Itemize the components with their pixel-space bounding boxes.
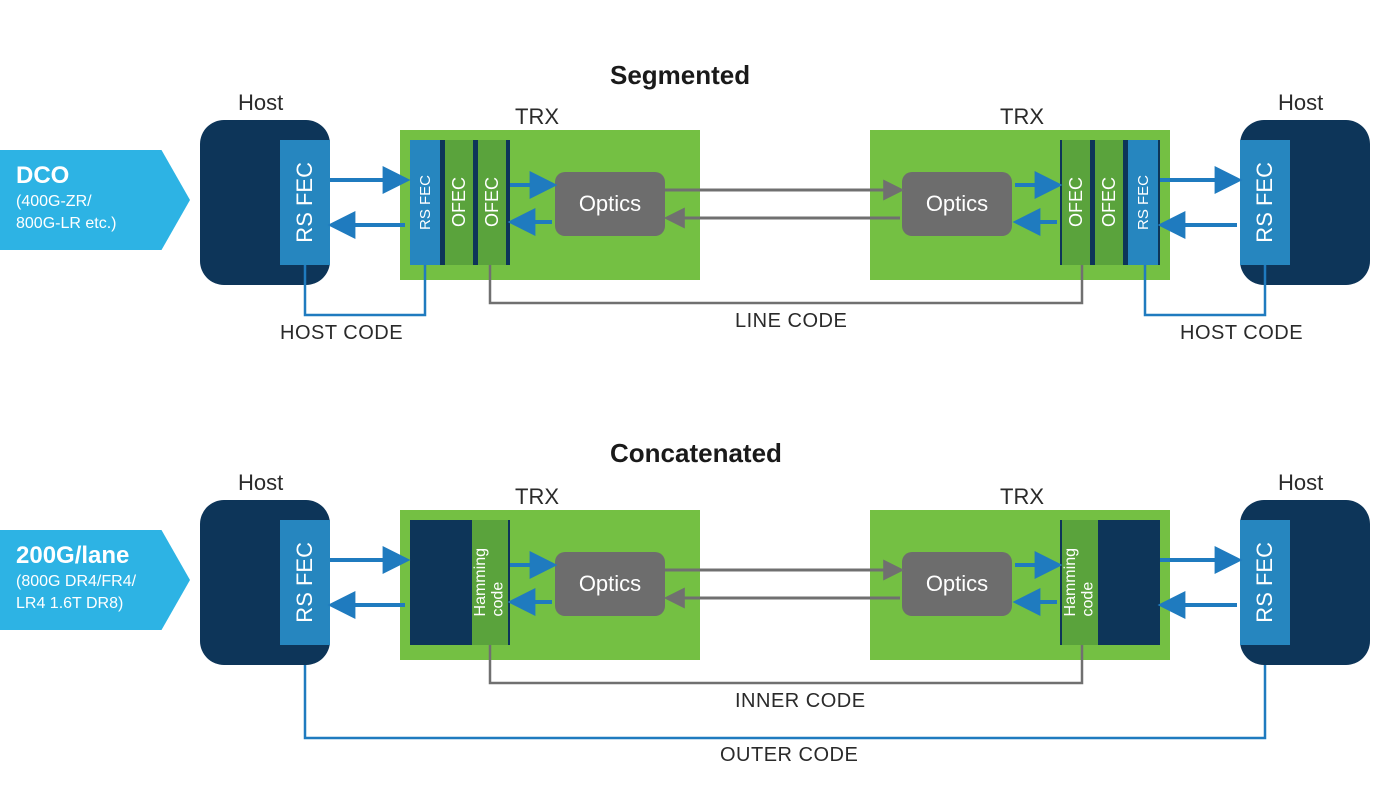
line-code-1: LINE CODE <box>735 310 847 333</box>
dco-sub2: 800G-LR etc.) <box>16 214 174 234</box>
rs-fec-left-2: RS FEC <box>280 520 330 645</box>
hamming-right: Hamming code <box>1062 520 1098 645</box>
rs-fec-left-1: RS FEC <box>280 140 330 265</box>
rsfec-chip-right-trx-1: RS FEC <box>1128 140 1158 265</box>
inner-code: INNER CODE <box>735 690 866 713</box>
lane-title: 200G/lane <box>16 542 174 570</box>
host-label-left-2: Host <box>238 470 283 496</box>
ofec-chip-2a: OFEC <box>1062 140 1090 265</box>
host-code-right-1: HOST CODE <box>1180 322 1303 345</box>
lane-sub1: (800G DR4/FR4/ <box>16 572 174 592</box>
ofec-chip-2b: OFEC <box>1095 140 1123 265</box>
dco-sub1: (400G-ZR/ <box>16 192 174 212</box>
optics-right-2: Optics <box>902 552 1012 616</box>
rs-fec-right-2: RS FEC <box>1240 520 1290 645</box>
outer-code: OUTER CODE <box>720 744 858 767</box>
dco-pentagon: DCO (400G-ZR/ 800G-LR etc.) <box>0 150 190 250</box>
dco-title: DCO <box>16 162 174 190</box>
rsfec-chip-left-trx-1: RS FEC <box>410 140 440 265</box>
lane-pentagon: 200G/lane (800G DR4/FR4/ LR4 1.6T DR8) <box>0 530 190 630</box>
optics-right-1: Optics <box>902 172 1012 236</box>
host-label-left-1: Host <box>238 90 283 116</box>
trx-label-right-1: TRX <box>1000 104 1044 130</box>
ofec-chip-1b: OFEC <box>478 140 506 265</box>
lane-sub2: LR4 1.6T DR8) <box>16 594 174 614</box>
rs-fec-right-1: RS FEC <box>1240 140 1290 265</box>
trx-label-right-2: TRX <box>1000 484 1044 510</box>
hamming-left: Hamming code <box>472 520 508 645</box>
host-label-right-1: Host <box>1278 90 1323 116</box>
host-label-right-2: Host <box>1278 470 1323 496</box>
wires-svg <box>0 0 1400 800</box>
ofec-chip-1a: OFEC <box>445 140 473 265</box>
trx-label-left-2: TRX <box>515 484 559 510</box>
optics-left-2: Optics <box>555 552 665 616</box>
segmented-title: Segmented <box>610 60 750 91</box>
trx-label-left-1: TRX <box>515 104 559 130</box>
concatenated-title: Concatenated <box>610 438 782 469</box>
optics-left-1: Optics <box>555 172 665 236</box>
host-code-left-1: HOST CODE <box>280 322 403 345</box>
